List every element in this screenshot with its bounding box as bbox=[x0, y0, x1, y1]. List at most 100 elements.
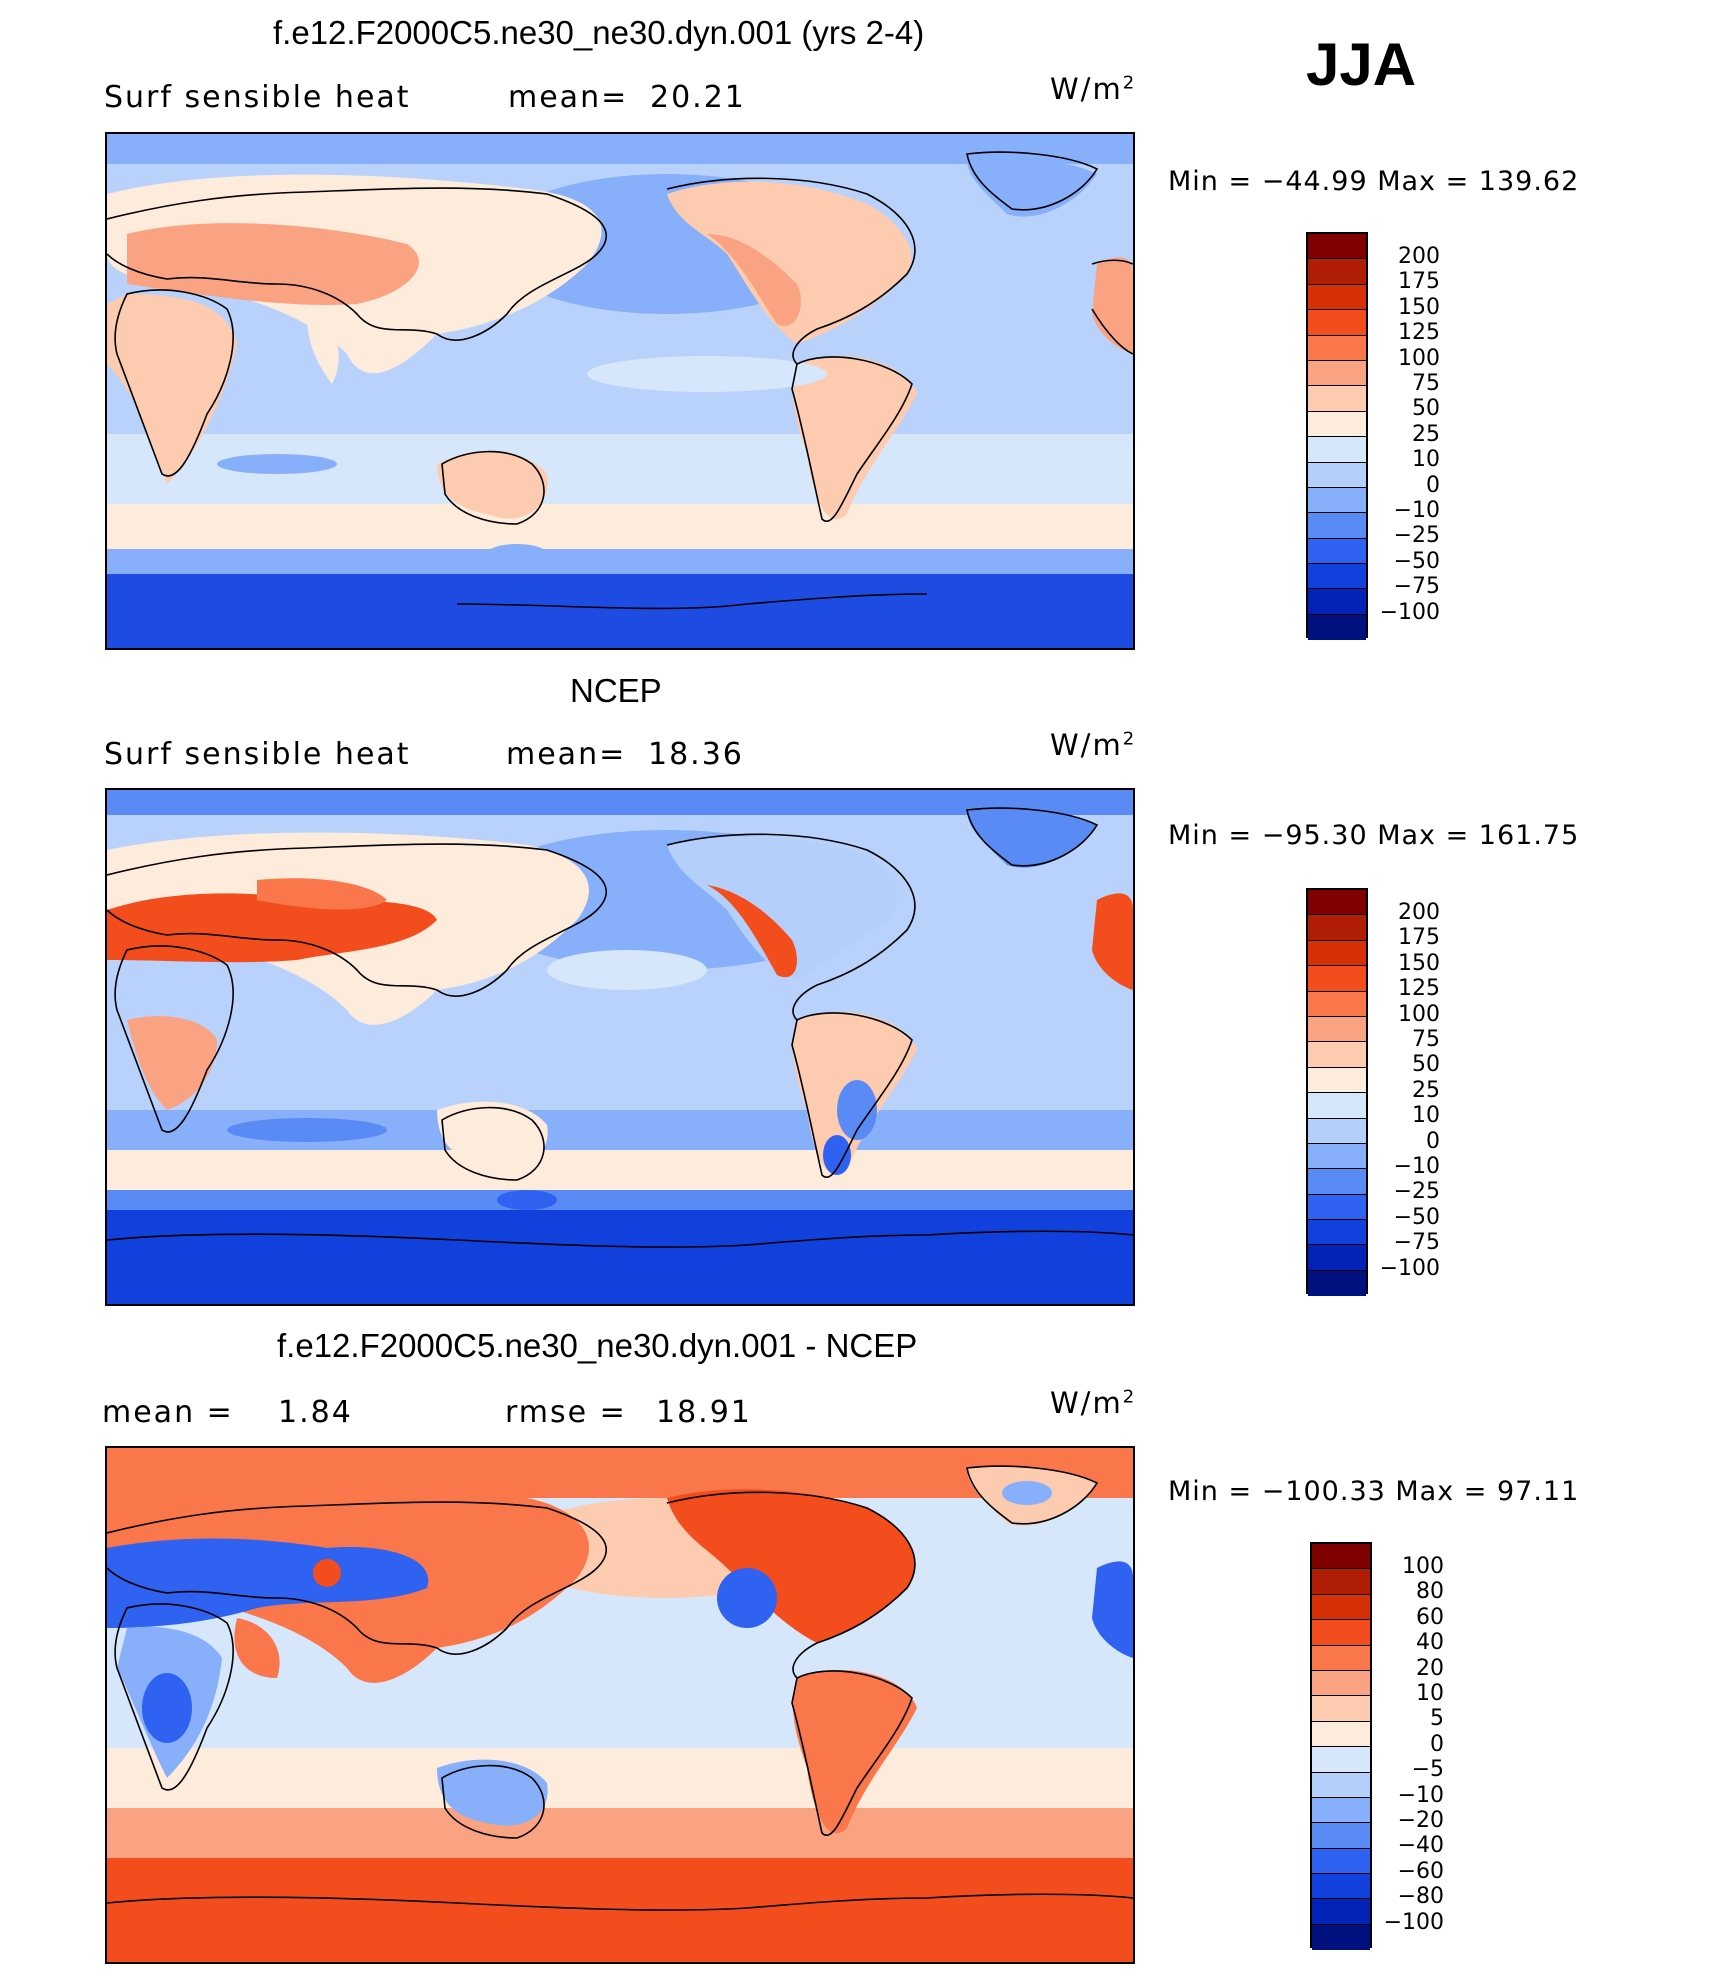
colorbar-tick-label: 10 bbox=[1412, 447, 1440, 473]
panel3-mean-value: 1.84 bbox=[278, 1395, 353, 1430]
panel2-colorbar-swatch bbox=[1308, 1016, 1366, 1043]
panel3-colorbar-swatch bbox=[1312, 1823, 1370, 1849]
colorbar-tick-label: 25 bbox=[1412, 1077, 1440, 1103]
panel2-colorbar-swatch bbox=[1308, 1220, 1366, 1246]
panel3-colorbar bbox=[1310, 1542, 1372, 1951]
colorbar-tick-label: 150 bbox=[1398, 950, 1440, 976]
panel1-minmax: Min = −44.99 Max = 139.62 bbox=[1168, 166, 1580, 197]
panel2-colorbar-swatch bbox=[1308, 1118, 1366, 1144]
panel1-colorbar-swatch bbox=[1308, 538, 1366, 565]
panel1-colorbar-swatch bbox=[1308, 564, 1366, 590]
colorbar-tick-label: 80 bbox=[1416, 1579, 1444, 1605]
colorbar-tick-label: 150 bbox=[1398, 294, 1440, 320]
panel2-mean-label: mean= bbox=[506, 737, 627, 772]
colorbar-tick-label: −25 bbox=[1393, 523, 1440, 549]
panel2-colorbar-swatch bbox=[1308, 1067, 1366, 1094]
panel2-mean-value: 18.36 bbox=[648, 737, 744, 772]
colorbar-tick-label: −100 bbox=[1379, 1255, 1440, 1281]
panel1-colorbar-swatch bbox=[1308, 234, 1366, 260]
panel3-colorbar-swatch bbox=[1312, 1747, 1370, 1773]
panel2-map-field bbox=[107, 790, 1133, 1304]
panel2-variable-label: Surf sensible heat bbox=[104, 737, 411, 772]
colorbar-tick-label: −20 bbox=[1397, 1808, 1444, 1833]
panel2-colorbar-swatch bbox=[1308, 991, 1366, 1017]
panel2-colorbar-swatch bbox=[1308, 915, 1366, 941]
colorbar-tick-label: −50 bbox=[1393, 1204, 1440, 1230]
colorbar-tick-label: 50 bbox=[1412, 396, 1440, 422]
colorbar-tick-label: 125 bbox=[1398, 976, 1440, 1002]
panel3-colorbar-swatch bbox=[1312, 1670, 1370, 1697]
panel3-colorbar-swatch bbox=[1312, 1569, 1370, 1595]
panel3-units: W/m2 bbox=[1050, 1386, 1137, 1420]
panel1-colorbar-swatch bbox=[1308, 284, 1366, 311]
panel1-mean-value: 20.21 bbox=[650, 80, 746, 115]
panel1-colorbar bbox=[1306, 232, 1368, 641]
panel1-variable-label: Surf sensible heat bbox=[104, 80, 411, 115]
colorbar-tick-label: 5 bbox=[1430, 1706, 1444, 1732]
panel2-colorbar-swatch bbox=[1308, 1093, 1366, 1119]
colorbar-tick-label: 100 bbox=[1398, 345, 1440, 371]
colorbar-tick-label: 50 bbox=[1412, 1052, 1440, 1078]
colorbar-tick-label: −75 bbox=[1393, 574, 1440, 600]
season-label: JJA bbox=[1306, 31, 1417, 98]
panel1-units: W/m2 bbox=[1050, 72, 1137, 106]
panel1-colorbar-swatch bbox=[1308, 589, 1366, 615]
panel2-units: W/m2 bbox=[1050, 728, 1137, 762]
colorbar-tick-label: 200 bbox=[1398, 900, 1440, 925]
panel1-colorbar-swatch bbox=[1308, 437, 1366, 463]
colorbar-tick-label: −5 bbox=[1411, 1757, 1444, 1783]
panel2-colorbar-swatch bbox=[1308, 1270, 1366, 1297]
colorbar-tick-label: −50 bbox=[1393, 548, 1440, 574]
colorbar-tick-label: 175 bbox=[1398, 269, 1440, 295]
panel2-minmax: Min = −95.30 Max = 161.75 bbox=[1168, 820, 1580, 851]
colorbar-tick-label: 25 bbox=[1412, 421, 1440, 447]
colorbar-tick-label: −80 bbox=[1397, 1884, 1444, 1910]
panel1-colorbar-swatch bbox=[1308, 360, 1366, 387]
panel3-rmse-label: rmse = bbox=[505, 1395, 627, 1430]
panel2-colorbar-swatch bbox=[1308, 1042, 1366, 1068]
panel1-colorbar-swatch bbox=[1308, 310, 1366, 336]
panel3-colorbar-swatch bbox=[1312, 1620, 1370, 1646]
colorbar-tick-label: −75 bbox=[1393, 1230, 1440, 1256]
colorbar-tick-label: 100 bbox=[1402, 1554, 1444, 1579]
panel2-map bbox=[105, 788, 1135, 1306]
colorbar-tick-label: −100 bbox=[1383, 1909, 1444, 1935]
colorbar-tick-label: 200 bbox=[1398, 244, 1440, 269]
panel1-colorbar-swatch bbox=[1308, 259, 1366, 285]
colorbar-tick-label: −100 bbox=[1379, 599, 1440, 625]
panel3-map bbox=[105, 1446, 1135, 1964]
panel2-colorbar-swatch bbox=[1308, 890, 1366, 916]
panel3-colorbar-swatch bbox=[1312, 1772, 1370, 1798]
panel2-colorbar-swatch bbox=[1308, 1143, 1366, 1170]
colorbar-tick-label: 175 bbox=[1398, 925, 1440, 951]
colorbar-tick-label: 40 bbox=[1416, 1630, 1444, 1656]
panel3-colorbar-swatch bbox=[1312, 1797, 1370, 1824]
panel1-title: f.e12.F2000C5.ne30_ne30.dyn.001 (yrs 2-4… bbox=[273, 14, 925, 51]
panel3-colorbar-swatch bbox=[1312, 1924, 1370, 1951]
panel3-minmax: Min = −100.33 Max = 97.11 bbox=[1168, 1476, 1580, 1507]
colorbar-tick-label: −40 bbox=[1397, 1833, 1444, 1859]
panel1-colorbar-swatch bbox=[1308, 487, 1366, 514]
colorbar-tick-label: 20 bbox=[1416, 1655, 1444, 1681]
colorbar-tick-label: 10 bbox=[1416, 1681, 1444, 1706]
panel3-rmse-value: 18.91 bbox=[656, 1395, 752, 1430]
colorbar-tick-label: 125 bbox=[1398, 320, 1440, 346]
panel3-colorbar-swatch bbox=[1312, 1874, 1370, 1900]
colorbar-tick-label: 75 bbox=[1412, 371, 1440, 396]
panel1-colorbar-swatch bbox=[1308, 335, 1366, 361]
panel3-colorbar-swatch bbox=[1312, 1594, 1370, 1621]
panel2-title: NCEP bbox=[570, 672, 662, 709]
panel1-colorbar-swatch bbox=[1308, 513, 1366, 539]
colorbar-tick-label: 60 bbox=[1416, 1604, 1444, 1630]
panel1-mean-label: mean= bbox=[508, 80, 629, 115]
panel2-colorbar-swatch bbox=[1308, 940, 1366, 967]
panel3-colorbar-swatch bbox=[1312, 1721, 1370, 1748]
colorbar-tick-label: 0 bbox=[1426, 472, 1440, 498]
colorbar-tick-label: 100 bbox=[1398, 1001, 1440, 1027]
colorbar-tick-label: −10 bbox=[1397, 1782, 1444, 1808]
colorbar-tick-label: −60 bbox=[1397, 1858, 1444, 1884]
panel2-colorbar-swatch bbox=[1308, 1169, 1366, 1195]
panel3-title: f.e12.F2000C5.ne30_ne30.dyn.001 - NCEP bbox=[277, 1327, 918, 1364]
panel3-colorbar-swatch bbox=[1312, 1696, 1370, 1722]
panel1-map bbox=[105, 132, 1135, 650]
